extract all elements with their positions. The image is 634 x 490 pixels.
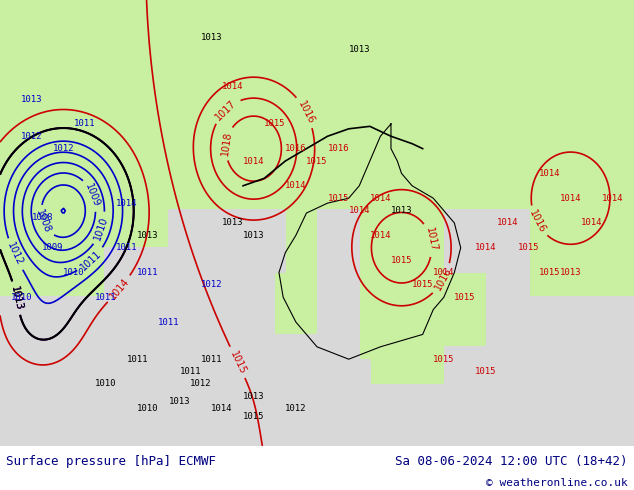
Text: 1016: 1016 (527, 209, 547, 235)
Text: © weatheronline.co.uk: © weatheronline.co.uk (486, 478, 628, 489)
Text: 1014: 1014 (539, 169, 560, 178)
Text: 1013: 1013 (169, 397, 190, 406)
Text: 1012: 1012 (285, 404, 307, 413)
Text: 1011: 1011 (74, 120, 95, 128)
Text: 1011: 1011 (95, 293, 117, 302)
Text: 1010: 1010 (95, 379, 117, 389)
Text: 1014: 1014 (370, 194, 391, 203)
Text: Surface pressure [hPa] ECMWF: Surface pressure [hPa] ECMWF (6, 455, 216, 468)
Text: 1012: 1012 (21, 132, 42, 141)
Text: 1016: 1016 (433, 266, 453, 293)
Text: 1013: 1013 (349, 45, 370, 54)
Text: 1014: 1014 (108, 276, 131, 302)
Text: 1013: 1013 (243, 231, 264, 240)
Text: 1012: 1012 (5, 241, 25, 268)
Text: 1013: 1013 (391, 206, 412, 215)
Text: 1015: 1015 (243, 412, 264, 421)
Text: 1015: 1015 (412, 280, 434, 290)
Text: 1014: 1014 (581, 219, 602, 227)
Text: 1013: 1013 (560, 268, 581, 277)
Text: 1017: 1017 (424, 227, 438, 253)
Text: 1011: 1011 (116, 243, 138, 252)
Text: 1010: 1010 (93, 215, 110, 242)
Text: 1011: 1011 (79, 248, 103, 272)
Text: 1008: 1008 (32, 214, 53, 222)
Text: 1013: 1013 (9, 285, 24, 311)
Text: 1015: 1015 (264, 120, 285, 128)
Text: 1012: 1012 (53, 144, 74, 153)
Text: 1014: 1014 (560, 194, 581, 203)
Text: 1015: 1015 (517, 243, 539, 252)
Text: 1014: 1014 (476, 243, 497, 252)
Text: 1011: 1011 (127, 355, 148, 364)
Text: 1014: 1014 (211, 404, 233, 413)
Text: 1017: 1017 (214, 98, 238, 122)
Text: 1013: 1013 (222, 219, 243, 227)
Text: 1014: 1014 (243, 156, 264, 166)
Text: 1011: 1011 (158, 318, 180, 326)
Text: Sa 08-06-2024 12:00 UTC (18+42): Sa 08-06-2024 12:00 UTC (18+42) (395, 455, 628, 468)
Text: 1014: 1014 (433, 268, 455, 277)
Text: 1011: 1011 (137, 268, 158, 277)
Text: 1013: 1013 (243, 392, 264, 401)
Text: 1015: 1015 (539, 268, 560, 277)
Text: 1015: 1015 (454, 293, 476, 302)
Text: 1014: 1014 (349, 206, 370, 215)
Text: 1013: 1013 (9, 285, 24, 311)
Text: 1015: 1015 (327, 194, 349, 203)
Text: 1014: 1014 (116, 198, 138, 208)
Text: 1016: 1016 (296, 99, 316, 125)
Text: 1014: 1014 (285, 181, 307, 190)
Text: 1010: 1010 (63, 268, 85, 277)
Text: 1012: 1012 (200, 280, 222, 290)
Text: 1014: 1014 (370, 231, 391, 240)
Text: 1010: 1010 (137, 404, 158, 413)
Text: 1014: 1014 (602, 194, 624, 203)
Text: 1014: 1014 (222, 82, 243, 91)
Text: 1018: 1018 (219, 130, 233, 156)
Text: 1015: 1015 (476, 367, 497, 376)
Text: 1008: 1008 (34, 209, 53, 235)
Text: 1009: 1009 (42, 243, 63, 252)
Text: 1010: 1010 (10, 293, 32, 302)
Text: 1016: 1016 (327, 144, 349, 153)
Text: 1013: 1013 (200, 33, 222, 42)
Text: 1015: 1015 (306, 156, 328, 166)
Text: 1013: 1013 (137, 231, 158, 240)
Text: 1014: 1014 (496, 219, 518, 227)
Text: 1011: 1011 (200, 355, 222, 364)
Text: 1015: 1015 (228, 349, 247, 376)
Text: 1009: 1009 (84, 182, 101, 208)
Text: 1015: 1015 (433, 355, 455, 364)
Text: 1013: 1013 (9, 285, 24, 311)
Text: 1012: 1012 (190, 379, 212, 389)
Text: 1011: 1011 (179, 367, 201, 376)
Text: 1016: 1016 (285, 144, 307, 153)
Text: 1013: 1013 (21, 95, 42, 103)
Text: 1015: 1015 (391, 256, 412, 265)
